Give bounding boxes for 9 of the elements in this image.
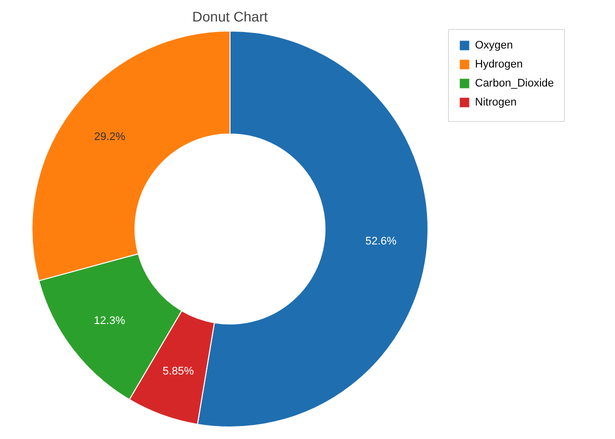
legend-label: Carbon_Dioxide: [475, 78, 554, 90]
data-label: 12.3%: [94, 314, 126, 327]
legend-label: Nitrogen: [475, 96, 517, 108]
data-label: 29.2%: [94, 130, 126, 143]
data-label: 5.85%: [162, 365, 194, 378]
data-label: 52.6%: [365, 235, 397, 248]
chart-title: Donut Chart: [192, 8, 268, 24]
legend-label: Oxygen: [475, 40, 513, 52]
legend-label: Hydrogen: [475, 58, 523, 70]
